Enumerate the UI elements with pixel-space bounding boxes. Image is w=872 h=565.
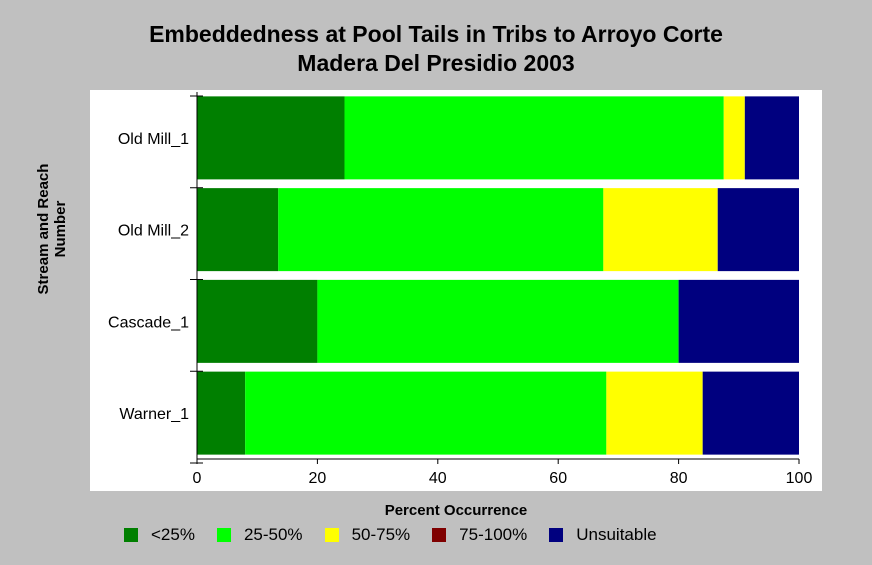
- y-tick-label: Old Mill_2: [118, 223, 189, 240]
- x-tick-label: 80: [670, 470, 688, 487]
- y-axis-label-line-2: Number: [52, 200, 69, 258]
- legend: <25% 25-50% 50-75% 75-100% Unsuitable: [124, 524, 679, 546]
- legend-swatch: [324, 528, 339, 542]
- bar-segment-warner-1-series-4: [702, 371, 799, 455]
- bar-segment-old-mill-2-series-4: [717, 188, 799, 272]
- x-tick-label: 100: [786, 470, 813, 487]
- bar-segment-warner-1-series-2: [606, 371, 703, 455]
- legend-item: Unsuitable: [549, 525, 657, 545]
- legend-label: 75-100%: [459, 525, 528, 544]
- x-tick-label: 40: [429, 470, 447, 487]
- x-tick-label: 20: [309, 470, 327, 487]
- bar-segment-old-mill-1-series-2: [723, 96, 745, 180]
- bar-segment-cascade-1-series-1: [317, 279, 679, 363]
- bar-segment-old-mill-1-series-1: [344, 96, 724, 180]
- bar-segment-old-mill-2-series-0: [197, 188, 279, 272]
- axes-layer: Old Mill_1 Old Mill_2 Cascade_1 Warner_1 0 20…: [108, 92, 812, 487]
- legend-label: <25%: [151, 525, 195, 544]
- legend-swatch: [549, 528, 564, 542]
- legend-item: 75-100%: [432, 525, 527, 545]
- bar-segment-warner-1-series-1: [245, 371, 607, 455]
- legend-label: 50-75%: [351, 525, 411, 544]
- x-tick-label: 60: [549, 470, 567, 487]
- legend-label: 25-50%: [243, 525, 303, 544]
- bars-layer: [197, 96, 799, 455]
- legend-swatch: [432, 528, 447, 542]
- x-tick-label: 0: [193, 470, 202, 487]
- bar-segment-old-mill-1-series-4: [744, 96, 799, 180]
- legend-item: 50-75%: [324, 525, 411, 545]
- bar-segment-cascade-1-series-4: [678, 279, 799, 363]
- legend-item: <25%: [124, 525, 195, 545]
- legend-label: Unsuitable: [576, 525, 657, 544]
- y-tick-label: Cascade_1: [108, 314, 189, 331]
- bar-segment-old-mill-2-series-2: [603, 188, 718, 272]
- bar-segment-old-mill-1-series-0: [197, 96, 345, 180]
- y-tick-label: Warner_1: [119, 406, 189, 423]
- y-tick-label: Old Mill_1: [118, 131, 189, 148]
- bar-segment-cascade-1-series-0: [197, 279, 318, 363]
- y-axis-label-line-1: Stream and Reach: [35, 163, 52, 295]
- chart-title-line-2: Madera Del Presidio 2003: [297, 50, 575, 76]
- chart-title: Embeddedness at Pool Tails in Tribs to A…: [0, 20, 872, 78]
- legend-swatch: [216, 528, 231, 542]
- legend-swatch: [124, 528, 138, 542]
- legend-item: 25-50%: [216, 525, 303, 545]
- chart-title-line-1: Embeddedness at Pool Tails in Tribs to A…: [149, 21, 723, 47]
- bar-segment-old-mill-2-series-1: [278, 188, 604, 272]
- y-axis-label: Stream and Reach Number: [35, 164, 69, 295]
- bar-segment-warner-1-series-0: [197, 371, 246, 455]
- x-axis-label: Percent Occurrence: [384, 502, 528, 519]
